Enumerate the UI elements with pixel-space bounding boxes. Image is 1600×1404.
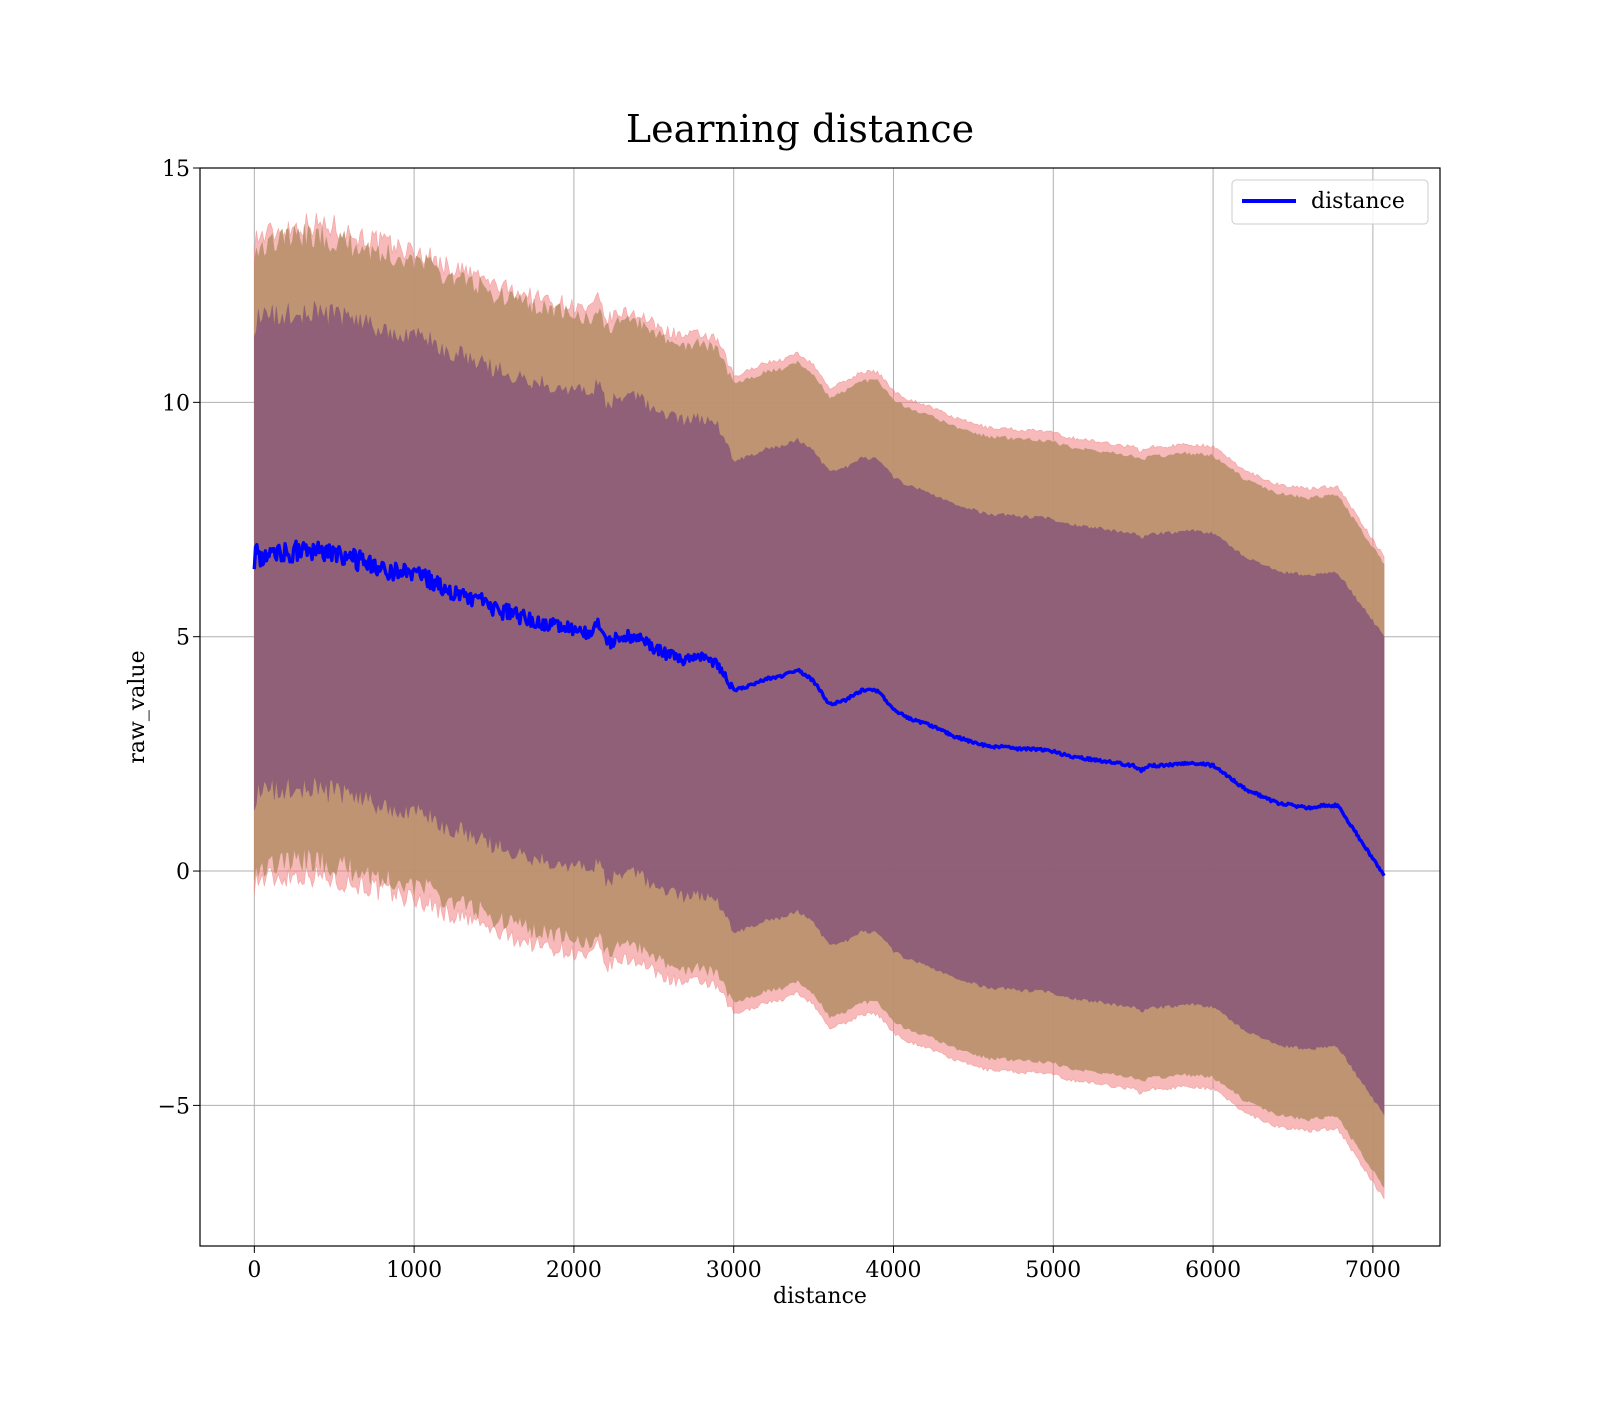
y-tick-label: 5: [176, 626, 190, 651]
legend-label-distance: distance: [1311, 189, 1405, 214]
x-tick-label: 7000: [1345, 1258, 1401, 1283]
y-tick-label: 10: [162, 391, 190, 416]
x-tick-label: 4000: [866, 1258, 922, 1283]
band-layer: [254, 212, 1385, 1200]
legend: distance: [1231, 179, 1429, 225]
line-layer: [252, 539, 1386, 877]
x-tick-label: 1000: [386, 1258, 442, 1283]
x-tick-label: 5000: [1025, 1258, 1081, 1283]
y-axis-ticks: −5 0 5 10 15: [158, 157, 200, 1119]
x-axis-label: distance: [773, 1284, 867, 1309]
y-tick-label: 0: [176, 860, 190, 885]
series-line-distance: [252, 539, 1386, 877]
x-tick-label: 2000: [546, 1258, 602, 1283]
y-tick-label: −5: [158, 1094, 190, 1119]
legend-box: [1231, 179, 1429, 225]
x-tick-label: 0: [247, 1258, 261, 1283]
chart-title: Learning distance: [626, 107, 974, 151]
x-axis-ticks: 0 1000 2000 3000 4000 5000 6000 7000: [247, 1246, 1401, 1283]
band-inner: [254, 301, 1385, 1116]
y-tick-label: 15: [162, 157, 190, 182]
x-tick-label: 3000: [706, 1258, 762, 1283]
y-axis-label: raw_value: [125, 650, 150, 763]
x-tick-label: 6000: [1185, 1258, 1241, 1283]
plot-frame: [199, 167, 1441, 1247]
